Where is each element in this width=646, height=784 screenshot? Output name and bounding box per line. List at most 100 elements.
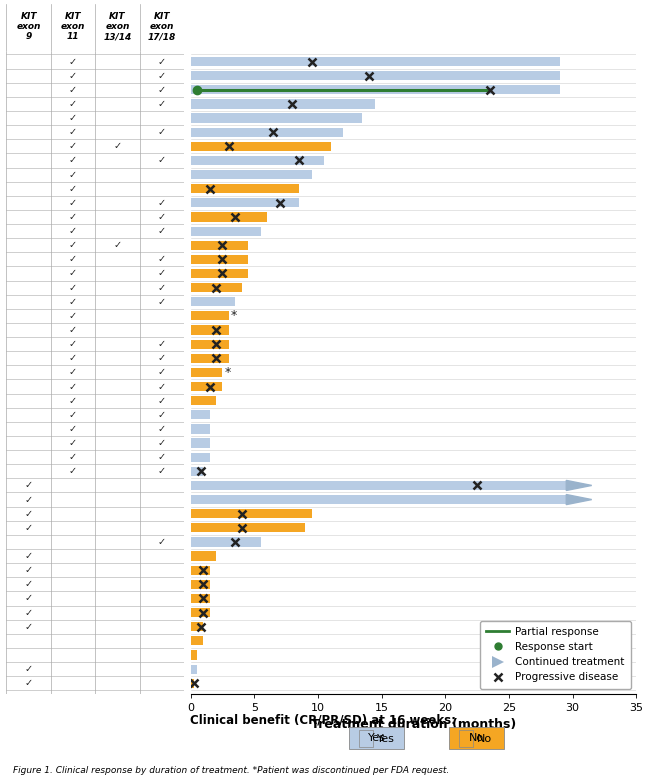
Bar (191, 452, 210, 462)
X-axis label: Treatment duration (months): Treatment duration (months) (311, 718, 516, 731)
Bar (191, 537, 260, 546)
Bar (191, 665, 197, 673)
Text: ✓: ✓ (25, 565, 33, 575)
Bar (191, 523, 305, 532)
Bar (191, 100, 375, 108)
Text: Yes: Yes (368, 733, 386, 742)
Text: *: * (224, 366, 231, 379)
Bar (191, 551, 216, 561)
Bar (191, 410, 210, 419)
Text: No: No (477, 734, 492, 743)
Text: ✓: ✓ (158, 438, 166, 448)
Text: ✓: ✓ (25, 579, 33, 590)
Bar (191, 396, 216, 405)
Text: ✓: ✓ (158, 354, 166, 363)
Text: ✓: ✓ (25, 523, 33, 533)
Bar (191, 608, 210, 617)
Text: KIT
exon
17/18: KIT exon 17/18 (148, 12, 176, 42)
Text: ✓: ✓ (158, 410, 166, 419)
Text: KIT
exon
11: KIT exon 11 (61, 12, 85, 42)
Text: Clinical benefit (CR/PR/SD) at 16 weeks:: Clinical benefit (CR/PR/SD) at 16 weeks: (190, 713, 456, 726)
Bar (191, 424, 210, 434)
Text: Yes: Yes (377, 734, 395, 743)
Text: ✓: ✓ (158, 382, 166, 391)
Text: ✓: ✓ (158, 297, 166, 307)
Text: ✓: ✓ (25, 509, 33, 519)
Bar (191, 311, 229, 321)
Bar (191, 339, 229, 349)
Text: ✓: ✓ (158, 85, 166, 95)
Text: ✓: ✓ (25, 664, 33, 674)
Bar (191, 438, 210, 448)
Text: ✓: ✓ (69, 268, 77, 278)
Text: ✓: ✓ (158, 466, 166, 477)
Bar (191, 382, 222, 391)
Text: ✓: ✓ (158, 537, 166, 547)
Text: ✓: ✓ (158, 424, 166, 434)
Bar (191, 212, 267, 222)
Text: ✓: ✓ (114, 141, 121, 151)
Bar (191, 495, 567, 504)
Bar (191, 325, 229, 335)
Bar (191, 241, 248, 250)
Text: ✓: ✓ (158, 339, 166, 349)
Bar (191, 368, 222, 377)
Text: ✓: ✓ (69, 438, 77, 448)
Text: ✓: ✓ (25, 608, 33, 618)
Bar (191, 255, 248, 264)
Text: ✓: ✓ (69, 354, 77, 363)
Bar (191, 651, 197, 659)
Text: ✓: ✓ (69, 325, 77, 335)
Polygon shape (567, 481, 592, 491)
Bar (191, 128, 344, 136)
Text: ✓: ✓ (114, 240, 121, 250)
Bar (191, 170, 311, 180)
Text: ✓: ✓ (158, 282, 166, 292)
Bar (191, 71, 560, 80)
Text: KIT
exon
13/14: KIT exon 13/14 (103, 12, 132, 42)
Text: ✓: ✓ (158, 127, 166, 137)
Text: ✓: ✓ (25, 495, 33, 505)
Text: ✓: ✓ (69, 282, 77, 292)
Text: ✓: ✓ (158, 155, 166, 165)
Text: ✓: ✓ (69, 169, 77, 180)
Legend: Partial response, Response start, Continued treatment, Progressive disease: Partial response, Response start, Contin… (480, 620, 631, 688)
Bar (191, 142, 331, 151)
Text: *: * (231, 310, 237, 322)
Text: ✓: ✓ (69, 452, 77, 463)
Text: ✓: ✓ (158, 396, 166, 405)
Text: ✓: ✓ (158, 254, 166, 264)
Text: ✓: ✓ (158, 226, 166, 236)
Bar (191, 354, 229, 363)
Bar (191, 57, 560, 66)
Text: ✓: ✓ (69, 183, 77, 194)
Text: ✓: ✓ (69, 141, 77, 151)
Text: ✓: ✓ (69, 240, 77, 250)
Text: ✓: ✓ (158, 452, 166, 463)
Text: ✓: ✓ (158, 198, 166, 208)
Bar (191, 481, 567, 490)
Bar (191, 565, 210, 575)
Bar (191, 622, 203, 631)
Text: ✓: ✓ (69, 85, 77, 95)
Bar (191, 85, 560, 94)
Bar (191, 269, 248, 278)
Text: ✓: ✓ (69, 368, 77, 377)
Bar (191, 184, 299, 194)
Bar (191, 509, 311, 518)
Text: ✓: ✓ (69, 396, 77, 405)
Text: ✓: ✓ (69, 297, 77, 307)
Text: ✓: ✓ (25, 551, 33, 561)
Text: ✓: ✓ (69, 339, 77, 349)
Text: ✓: ✓ (69, 212, 77, 222)
Text: ✓: ✓ (158, 99, 166, 109)
Text: ✓: ✓ (69, 466, 77, 477)
Text: ✓: ✓ (158, 71, 166, 81)
Bar (191, 579, 210, 589)
Bar (191, 593, 210, 603)
Text: ✓: ✓ (158, 368, 166, 377)
Text: ✓: ✓ (69, 127, 77, 137)
Text: ✓: ✓ (69, 226, 77, 236)
Text: ✓: ✓ (158, 268, 166, 278)
Bar (191, 679, 194, 688)
